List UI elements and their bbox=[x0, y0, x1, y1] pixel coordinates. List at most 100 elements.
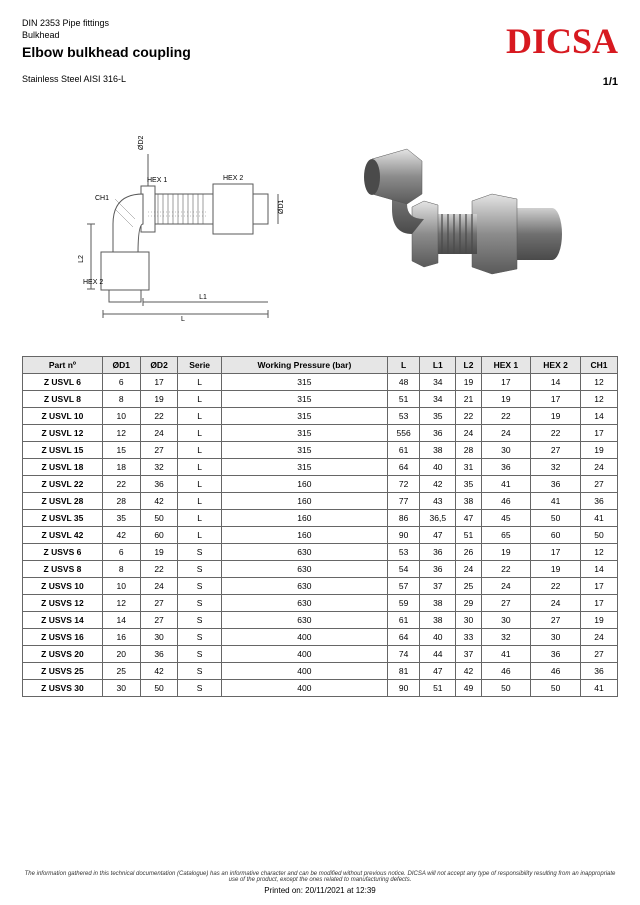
value-cell: 22 bbox=[481, 561, 531, 578]
dim-hex1-label: HEX 1 bbox=[147, 177, 167, 184]
value-cell: S bbox=[178, 680, 221, 697]
value-cell: 24 bbox=[481, 425, 531, 442]
part-cell: Z USVS 20 bbox=[23, 646, 103, 663]
value-cell: 33 bbox=[456, 629, 481, 646]
value-cell: 630 bbox=[221, 561, 387, 578]
part-cell: Z USVS 8 bbox=[23, 561, 103, 578]
value-cell: 47 bbox=[456, 510, 481, 527]
value-cell: 30 bbox=[481, 612, 531, 629]
value-cell: 54 bbox=[387, 561, 419, 578]
value-cell: 6 bbox=[102, 544, 140, 561]
value-cell: 19 bbox=[140, 391, 178, 408]
value-cell: L bbox=[178, 442, 221, 459]
value-cell: 81 bbox=[387, 663, 419, 680]
value-cell: 74 bbox=[387, 646, 419, 663]
value-cell: 30 bbox=[102, 680, 140, 697]
value-cell: 12 bbox=[102, 595, 140, 612]
value-cell: 160 bbox=[221, 510, 387, 527]
value-cell: 12 bbox=[580, 391, 617, 408]
value-cell: 42 bbox=[420, 476, 456, 493]
table-row: Z USVL 282842L160774338464136 bbox=[23, 493, 618, 510]
value-cell: 41 bbox=[481, 646, 531, 663]
value-cell: 400 bbox=[221, 680, 387, 697]
value-cell: 41 bbox=[531, 493, 581, 510]
dim-L1-label: L1 bbox=[199, 294, 207, 301]
table-row: Z USVL 121224L3155563624242217 bbox=[23, 425, 618, 442]
value-cell: 50 bbox=[580, 527, 617, 544]
value-cell: 315 bbox=[221, 374, 387, 391]
value-cell: 42 bbox=[140, 663, 178, 680]
value-cell: 35 bbox=[456, 476, 481, 493]
value-cell: 51 bbox=[420, 680, 456, 697]
col-header: Serie bbox=[178, 357, 221, 374]
value-cell: 10 bbox=[102, 578, 140, 595]
value-cell: 65 bbox=[481, 527, 531, 544]
value-cell: 24 bbox=[140, 425, 178, 442]
value-cell: 32 bbox=[140, 459, 178, 476]
value-cell: 36 bbox=[140, 646, 178, 663]
table-row: Z USVL 424260L160904751656050 bbox=[23, 527, 618, 544]
value-cell: 57 bbox=[387, 578, 419, 595]
table-row: Z USVL 6617L315483419171412 bbox=[23, 374, 618, 391]
value-cell: 27 bbox=[140, 612, 178, 629]
value-cell: 32 bbox=[531, 459, 581, 476]
value-cell: 40 bbox=[420, 459, 456, 476]
part-cell: Z USVL 15 bbox=[23, 442, 103, 459]
part-cell: Z USVS 30 bbox=[23, 680, 103, 697]
value-cell: 22 bbox=[456, 408, 481, 425]
value-cell: 46 bbox=[481, 493, 531, 510]
value-cell: 19 bbox=[531, 561, 581, 578]
printed-date: Printed on: 20/11/2021 at 12:39 bbox=[22, 886, 618, 895]
value-cell: 37 bbox=[456, 646, 481, 663]
value-cell: 38 bbox=[420, 595, 456, 612]
value-cell: 47 bbox=[420, 663, 456, 680]
table-row: Z USVS 101024S630573725242217 bbox=[23, 578, 618, 595]
value-cell: 42 bbox=[102, 527, 140, 544]
value-cell: L bbox=[178, 391, 221, 408]
table-row: Z USVS 141427S630613830302719 bbox=[23, 612, 618, 629]
value-cell: 27 bbox=[580, 646, 617, 663]
value-cell: 160 bbox=[221, 527, 387, 544]
value-cell: 38 bbox=[420, 442, 456, 459]
value-cell: 15 bbox=[102, 442, 140, 459]
part-cell: Z USVS 25 bbox=[23, 663, 103, 680]
value-cell: 42 bbox=[456, 663, 481, 680]
value-cell: 556 bbox=[387, 425, 419, 442]
value-cell: S bbox=[178, 544, 221, 561]
value-cell: 17 bbox=[531, 544, 581, 561]
part-cell: Z USVS 12 bbox=[23, 595, 103, 612]
value-cell: 38 bbox=[420, 612, 456, 629]
value-cell: L bbox=[178, 476, 221, 493]
value-cell: 22 bbox=[531, 425, 581, 442]
technical-drawing: L L1 L2 ØD2 ØD1 HEX 1 HEX 2 CH1 HEX 2 bbox=[26, 124, 320, 324]
col-header: ØD1 bbox=[102, 357, 140, 374]
value-cell: 51 bbox=[456, 527, 481, 544]
part-cell: Z USVS 10 bbox=[23, 578, 103, 595]
value-cell: 16 bbox=[102, 629, 140, 646]
value-cell: 64 bbox=[387, 629, 419, 646]
col-header: L2 bbox=[456, 357, 481, 374]
table-row: Z USVL 181832L315644031363224 bbox=[23, 459, 618, 476]
value-cell: 18 bbox=[102, 459, 140, 476]
value-cell: 37 bbox=[420, 578, 456, 595]
value-cell: 60 bbox=[531, 527, 581, 544]
dim-L-label: L bbox=[181, 316, 185, 323]
value-cell: 400 bbox=[221, 646, 387, 663]
value-cell: 14 bbox=[580, 408, 617, 425]
value-cell: 50 bbox=[531, 680, 581, 697]
value-cell: 22 bbox=[531, 578, 581, 595]
value-cell: 41 bbox=[580, 510, 617, 527]
value-cell: S bbox=[178, 578, 221, 595]
part-cell: Z USVS 6 bbox=[23, 544, 103, 561]
value-cell: 50 bbox=[140, 680, 178, 697]
value-cell: 31 bbox=[456, 459, 481, 476]
value-cell: 25 bbox=[456, 578, 481, 595]
value-cell: 36 bbox=[481, 459, 531, 476]
table-row: Z USVS 8822S630543624221914 bbox=[23, 561, 618, 578]
value-cell: S bbox=[178, 595, 221, 612]
value-cell: 32 bbox=[481, 629, 531, 646]
value-cell: 315 bbox=[221, 408, 387, 425]
value-cell: 53 bbox=[387, 408, 419, 425]
header: DIN 2353 Pipe fittings Bulkhead Elbow bu… bbox=[22, 18, 618, 84]
value-cell: 27 bbox=[140, 442, 178, 459]
